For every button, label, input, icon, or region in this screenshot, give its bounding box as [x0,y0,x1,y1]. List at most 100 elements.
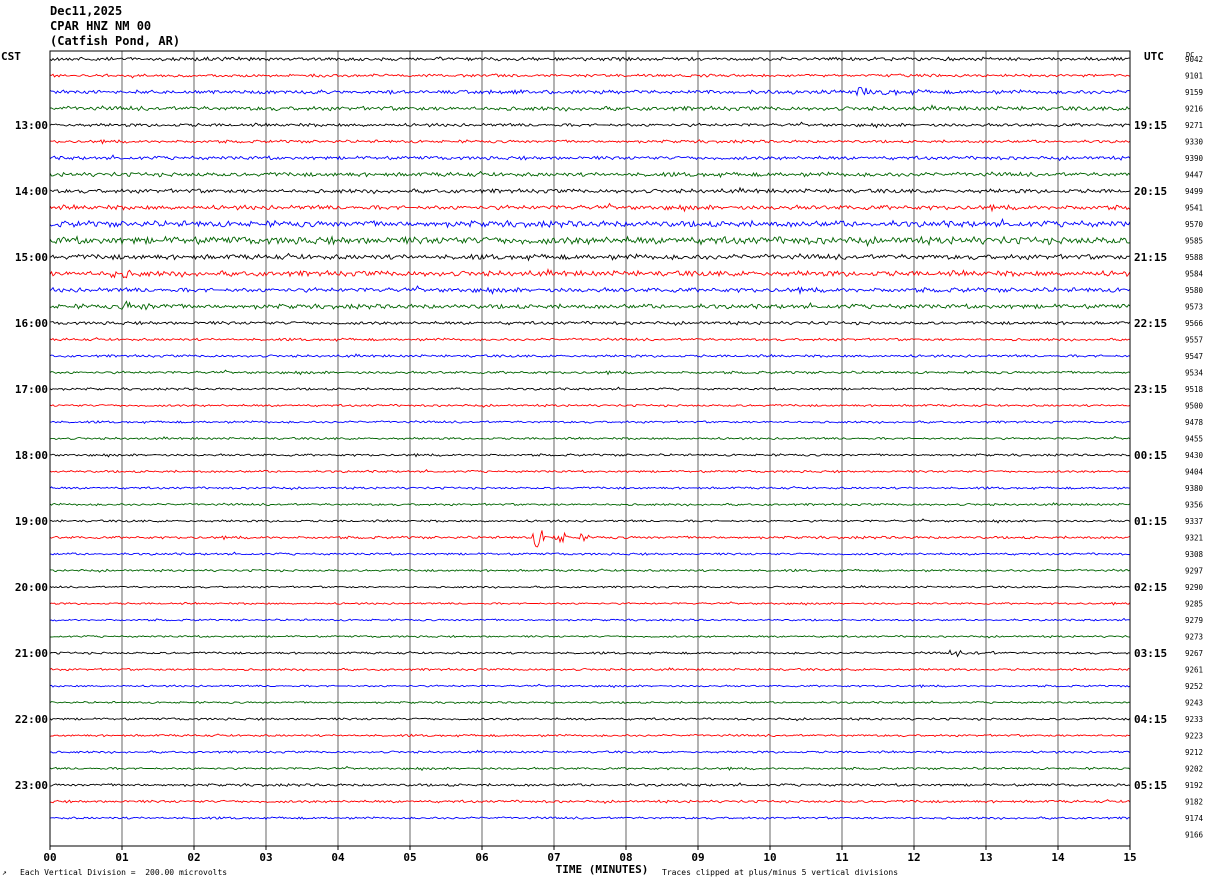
dc-offset-label: 9337 [1185,517,1203,526]
cst-hour-label: 13:00 [15,119,48,132]
dc-offset-label: 9330 [1185,138,1204,147]
x-tick-label-00: 00 [43,851,56,864]
trace-37 [49,667,1131,672]
cst-hour-label: 23:00 [15,779,48,792]
cst-label: CST [1,50,21,63]
dc-offset-label: 9541 [1185,204,1203,213]
trace-43 [49,765,1131,772]
dc-offset-label: 9159 [1185,88,1203,97]
dc-offset-label: 9404 [1185,468,1204,477]
dc-offset-label: 9279 [1185,616,1203,625]
plot-frame [49,50,1131,847]
cst-hour-label: 16:00 [15,317,48,330]
scale-note: Each Vertical Division = 200.00 microvol… [20,868,228,877]
dc-offset-label: 9557 [1185,336,1203,345]
dc-offset-label: 9584 [1185,270,1204,279]
x-tick-label-13: 13 [979,851,992,864]
trace-45 [49,799,1131,804]
trace-7 [49,170,1131,179]
utc-hour-label: 04:15 [1134,713,1167,726]
x-tick-label-08: 08 [619,851,632,864]
trace-22 [49,420,1131,425]
utc-hour-label: 03:15 [1134,647,1167,660]
trace-27 [49,502,1131,507]
x-tick-label-04: 04 [331,851,345,864]
utc-hour-label: 23:15 [1134,383,1167,396]
dc-offset-label: 9192 [1185,781,1203,790]
dc-offset-label: 9308 [1185,550,1204,559]
dc-offset-label: 9500 [1185,402,1204,411]
trace-32 [49,584,1131,589]
trace-1 [49,73,1131,79]
trace-31 [49,568,1131,573]
trace-16 [49,320,1131,327]
dc-offset-label: 9585 [1185,237,1203,246]
dc-offset-label: 9573 [1185,303,1203,312]
dc-offset-label: 9430 [1185,451,1204,460]
x-tick-label-02: 02 [187,851,200,864]
x-tick-label-10: 10 [763,851,776,864]
trace-24 [50,452,1131,458]
cst-hour-label: 15:00 [15,251,48,264]
trace-4 [49,121,1131,129]
dc-label: DC [1186,51,1195,59]
trace-42 [50,749,1131,754]
trace-41 [49,733,1131,738]
dc-offset-label: 9588 [1185,253,1204,262]
utc-hour-label: 02:15 [1134,581,1167,594]
x-tick-label-12: 12 [907,851,920,864]
dc-offset-label: 9478 [1185,418,1204,427]
grid-lines [121,51,1059,846]
trace-20 [49,386,1131,391]
trace-34 [49,617,1131,622]
dc-offset-label: 9267 [1185,649,1203,658]
dc-offset-label: 9566 [1185,319,1204,328]
dc-offset-label: 9499 [1185,187,1203,196]
cst-hour-label: 14:00 [15,185,48,198]
dc-offset-labels: 9042 9101 9159 9216 9271 9330 9390 9447 9499 9541… [1185,55,1204,840]
trace-0 [49,56,1130,62]
dc-offset-label: 9380 [1185,484,1204,493]
cst-hour-label: 17:00 [15,383,48,396]
x-tick-label-06: 06 [475,851,489,864]
dc-offset-label: 9290 [1185,583,1204,592]
dc-offset-label: 9101 [1185,72,1203,81]
trace-2 [49,86,1131,97]
trace-15 [49,300,1131,311]
trace-11 [49,235,1131,248]
trace-18 [49,353,1131,359]
dc-offset-label: 9261 [1185,666,1203,675]
trace-29 [49,530,1131,548]
trace-40 [49,717,1131,722]
dc-offset-label: 9356 [1185,501,1204,510]
trace-12 [49,252,1131,262]
utc-hour-label: 05:15 [1134,779,1167,792]
x-tick-label-01: 01 [115,851,129,864]
utc-hour-label: 01:15 [1134,515,1167,528]
x-tick-label-14: 14 [1051,851,1065,864]
dc-offset-label: 9534 [1185,369,1204,378]
utc-hour-label: 19:15 [1134,119,1167,132]
trace-21 [49,403,1131,408]
trace-28 [49,518,1131,524]
corner-mark: ↗ [2,868,7,877]
utc-hour-labels: 19:15 20:15 21:15 22:15 23:15 00:15 01:15 02:15… [1134,119,1167,792]
dc-offset-label: 9547 [1185,352,1203,361]
x-tick-label-15: 15 [1123,851,1136,864]
x-axis-ticks: 00 01 02 03 04 05 06 07 08 09 10 11 12 13 14 15 [43,846,1137,864]
x-tick-label-11: 11 [835,851,849,864]
trace-44 [49,782,1131,788]
cst-hour-label: 21:00 [15,647,48,660]
dc-offset-label: 9580 [1185,286,1204,295]
dc-offset-label: 9233 [1185,715,1203,724]
dc-offset-label: 9216 [1185,105,1204,114]
trace-13 [49,267,1131,279]
dc-offset-label: 9223 [1185,732,1203,741]
dc-offset-label: 9273 [1185,633,1203,642]
header-station: CPAR HNZ NM 00 [50,19,152,33]
dc-offset-label: 9212 [1185,748,1203,757]
trace-8 [49,186,1131,195]
trace-10 [49,217,1131,229]
x-axis-label: TIME (MINUTES) [556,863,649,876]
